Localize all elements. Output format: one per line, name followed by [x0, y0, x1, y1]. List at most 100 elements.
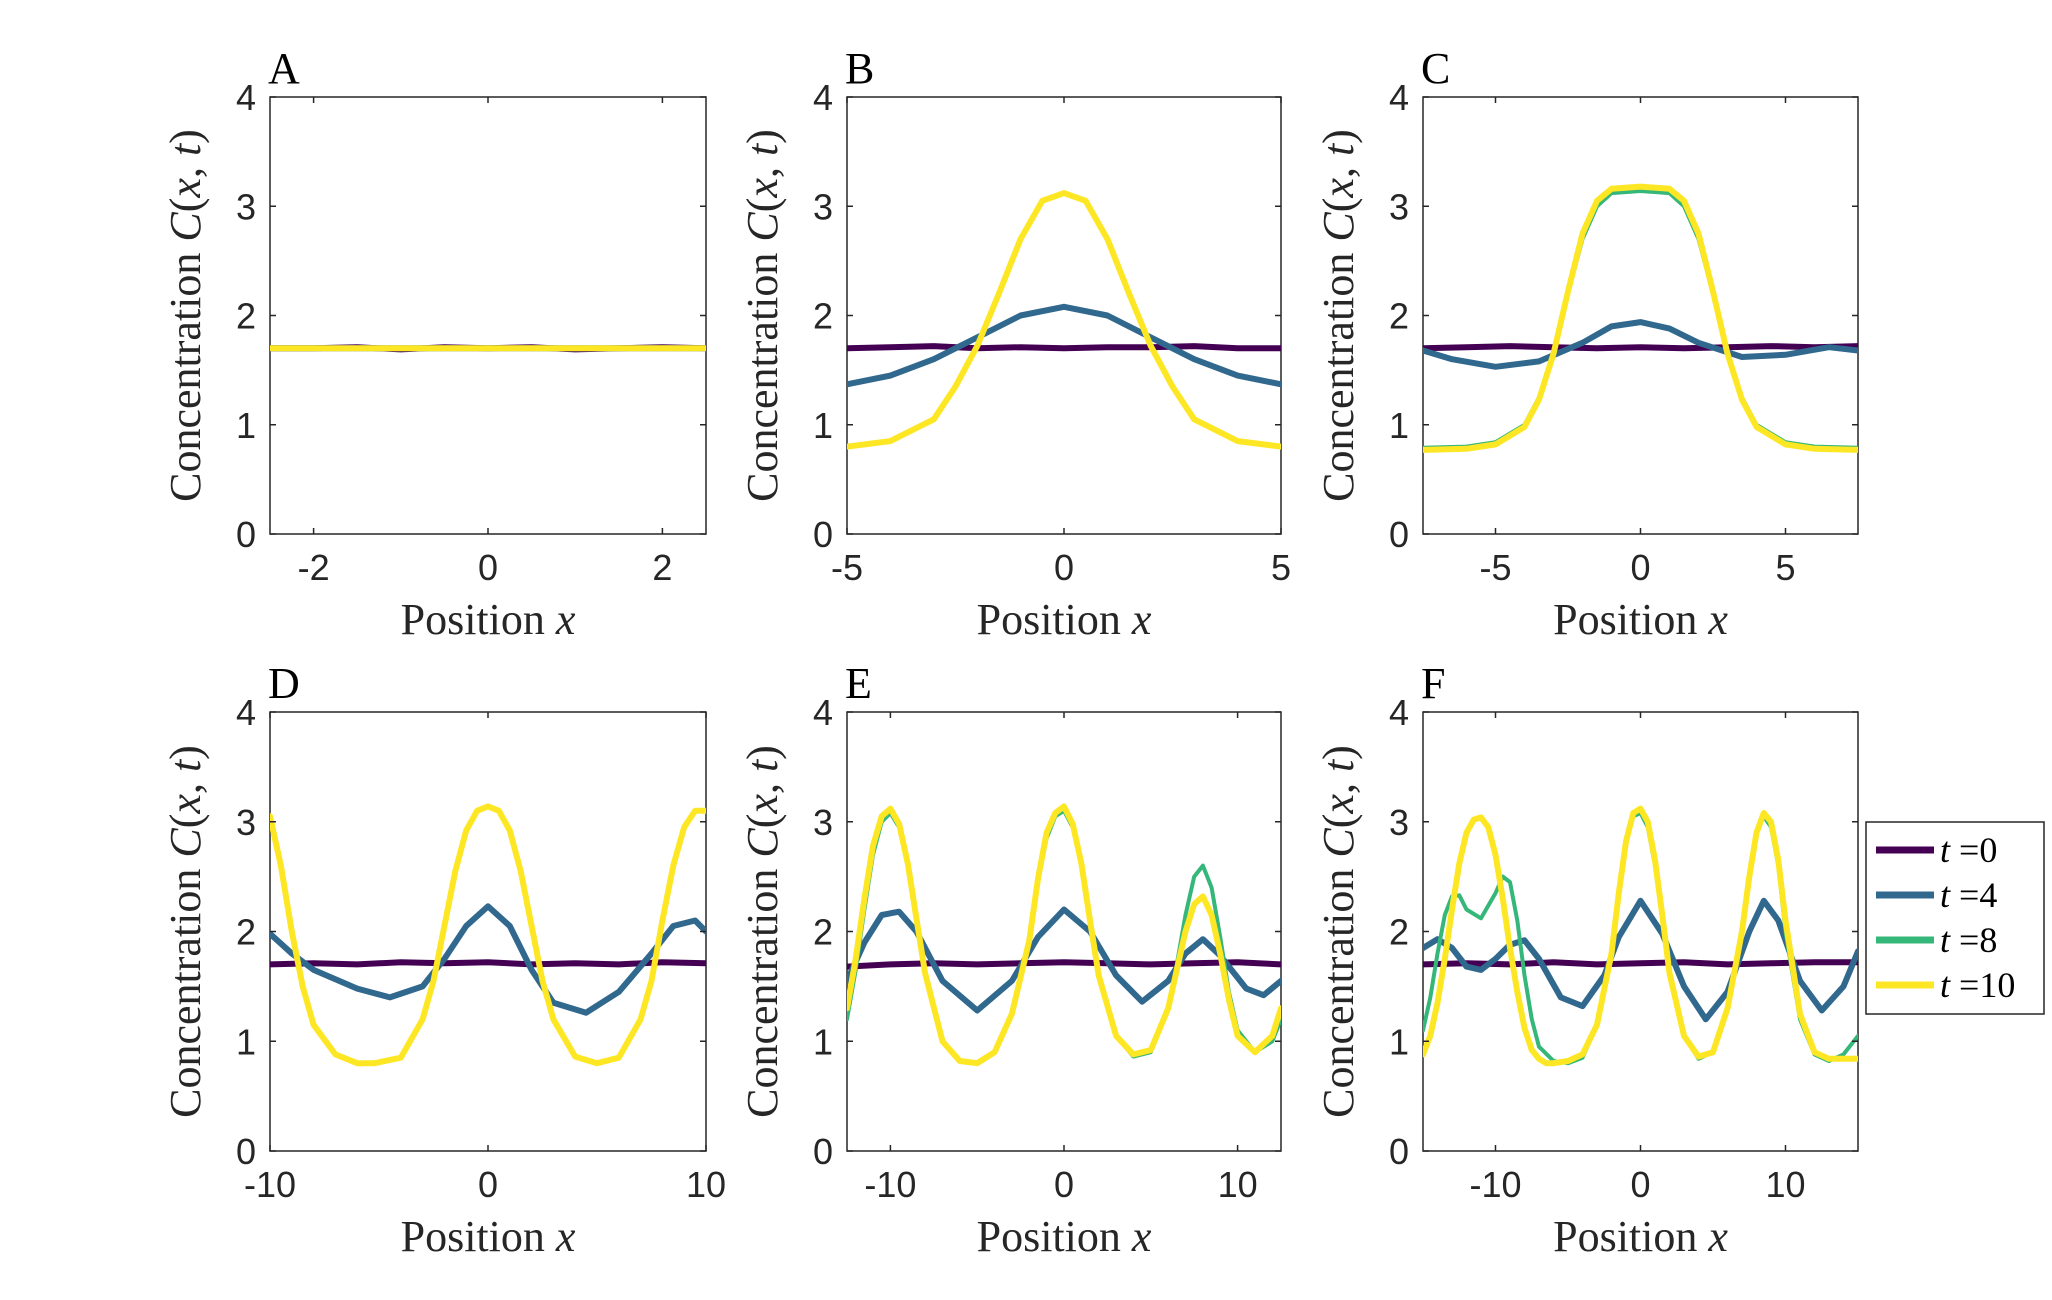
- series-group: [1423, 183, 1858, 453]
- panel-letter: F: [1421, 659, 1445, 708]
- y-tick-label: 2: [813, 912, 833, 953]
- y-axis-label: Concentration C(x, t): [1314, 745, 1363, 1118]
- y-tick-label: 3: [236, 186, 256, 227]
- y-tick-label: 3: [1389, 802, 1409, 843]
- y-tick-label: 4: [813, 692, 833, 733]
- legend-label-t8: t =8: [1940, 920, 1997, 960]
- series-group: [847, 803, 1281, 1067]
- y-tick-label: 0: [1389, 1131, 1409, 1172]
- panel-letter: A: [268, 44, 300, 93]
- x-axis-label: Position x: [977, 595, 1152, 644]
- x-axis-label: Position x: [977, 1212, 1152, 1261]
- x-axis-label: Position x: [1553, 595, 1728, 644]
- series-group: [270, 344, 706, 353]
- plot-area: [1422, 711, 1859, 1152]
- y-tick-label: 3: [813, 802, 833, 843]
- legend-label-t4: t =4: [1940, 875, 1997, 915]
- y-tick-label: 0: [236, 1131, 256, 1172]
- x-tick-label: 0: [478, 547, 498, 588]
- panel-c: -5 0 5 0 1 2 3 4 Position x Concentration C(x, t)…: [1314, 44, 1859, 644]
- legend-label-t10: t =10: [1940, 965, 2015, 1005]
- y-tick-label: 1: [1389, 1021, 1409, 1062]
- series-line-t10: [270, 803, 706, 1067]
- series-line-t0: [1423, 959, 1858, 968]
- series-line-t0: [1423, 343, 1858, 352]
- y-tick-label: 1: [813, 405, 833, 446]
- y-tick-label: 3: [813, 186, 833, 227]
- plot-area: [846, 96, 1282, 535]
- y-tick-label: 0: [1389, 514, 1409, 555]
- panel-a: -2 0 2 0 1 2 3 4 Position x Concentration C(x, t)…: [161, 44, 707, 644]
- x-tick-label: 0: [1054, 1164, 1074, 1205]
- y-tick-label: 3: [1389, 186, 1409, 227]
- series-line-t4: [847, 303, 1281, 388]
- x-axis-label: Position x: [401, 595, 576, 644]
- y-tick-label: 4: [1389, 692, 1409, 733]
- panel-letter: B: [845, 44, 874, 93]
- series-group: [1423, 805, 1858, 1067]
- y-tick-label: 2: [1389, 912, 1409, 953]
- x-tick-label: 10: [1765, 1164, 1805, 1205]
- y-axis-label: Concentration C(x, t): [1314, 129, 1363, 502]
- y-tick-label: 4: [1389, 77, 1409, 118]
- y-tick-label: 0: [813, 1131, 833, 1172]
- panel-e: -10 0 10 0 1 2 3 4 Position x Concentration C(x, …: [738, 659, 1282, 1261]
- x-tick-label: -10: [244, 1164, 296, 1205]
- panel-letter: C: [1421, 44, 1450, 93]
- y-tick-label: 4: [236, 692, 256, 733]
- x-tick-label: 0: [478, 1164, 498, 1205]
- x-tick-label: -10: [864, 1164, 916, 1205]
- y-tick-label: 0: [813, 514, 833, 555]
- series-line-t10: [1423, 183, 1858, 453]
- legend: t =0 t =4 t =8 t =10: [1865, 821, 2045, 1015]
- series-line-t4: [1423, 319, 1858, 370]
- series-line-t10: [1423, 805, 1858, 1067]
- x-tick-label: 5: [1775, 547, 1795, 588]
- y-tick-label: 1: [813, 1021, 833, 1062]
- x-tick-label: 0: [1630, 547, 1650, 588]
- x-tick-label: 5: [1271, 547, 1291, 588]
- series-line-t0: [270, 959, 706, 968]
- plot-area: [1422, 96, 1859, 535]
- x-tick-label: 0: [1054, 547, 1074, 588]
- y-axis-label: Concentration C(x, t): [738, 745, 787, 1118]
- y-axis-label: Concentration C(x, t): [161, 129, 210, 502]
- x-tick-label: -2: [298, 547, 330, 588]
- y-tick-label: 4: [813, 77, 833, 118]
- series-line-t10: [847, 803, 1281, 1067]
- y-tick-label: 4: [236, 77, 256, 118]
- x-tick-label: -10: [1469, 1164, 1521, 1205]
- series-line-t4: [1423, 897, 1858, 1023]
- y-tick-label: 2: [813, 296, 833, 337]
- x-axis-label: Position x: [1553, 1212, 1728, 1261]
- y-tick-label: 2: [236, 912, 256, 953]
- y-axis-label: Concentration C(x, t): [161, 745, 210, 1118]
- panel-f: -10 0 10 0 1 2 3 4 Position x Concentration C(x, …: [1314, 659, 1859, 1261]
- x-tick-label: 2: [652, 547, 672, 588]
- y-tick-label: 0: [236, 514, 256, 555]
- series-line-t0: [847, 959, 1281, 970]
- y-tick-label: 2: [1389, 296, 1409, 337]
- y-tick-label: 3: [236, 802, 256, 843]
- series-group: [847, 190, 1281, 450]
- legend-label-t0: t =0: [1940, 830, 1997, 870]
- x-tick-label: 0: [1630, 1164, 1650, 1205]
- x-tick-label: 10: [1218, 1164, 1258, 1205]
- y-axis-label: Concentration C(x, t): [738, 129, 787, 502]
- plot-area: [269, 96, 707, 535]
- x-tick-label: -5: [831, 547, 863, 588]
- legend-box: [1865, 821, 2045, 1015]
- panel-letter: D: [268, 659, 300, 708]
- series-line-t0: [847, 343, 1281, 352]
- y-tick-label: 1: [236, 405, 256, 446]
- y-tick-label: 2: [236, 296, 256, 337]
- panel-letter: E: [845, 659, 872, 708]
- plot-area: [269, 711, 707, 1152]
- x-tick-label: -5: [1479, 547, 1511, 588]
- x-tick-label: 10: [686, 1164, 726, 1205]
- y-tick-label: 1: [1389, 405, 1409, 446]
- series-group: [270, 803, 706, 1067]
